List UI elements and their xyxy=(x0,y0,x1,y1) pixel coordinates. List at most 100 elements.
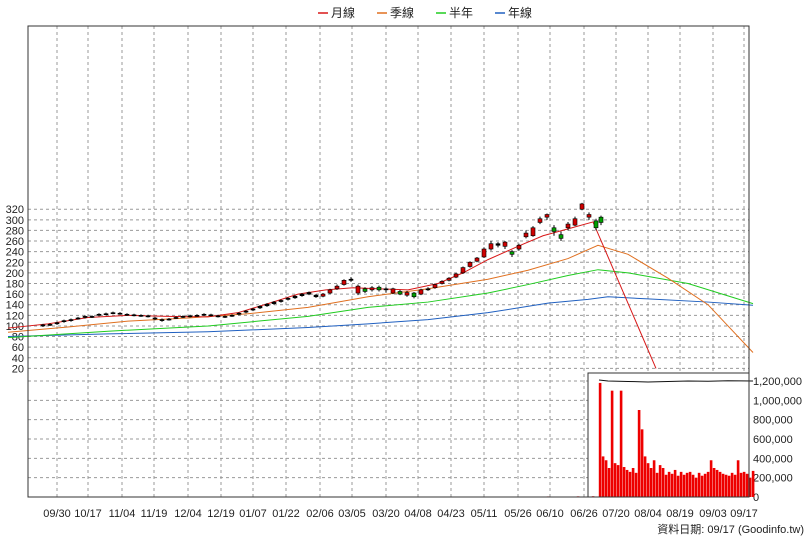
candle xyxy=(313,294,319,298)
candle-body xyxy=(425,288,431,291)
candle xyxy=(180,315,186,318)
candle-body xyxy=(299,293,305,296)
x-axis: 09/30 10/17 11/04 11/19 12/04 12/19 01/07 01/22… xyxy=(43,508,758,520)
volume-axis: 0 200,000 400,000 600,000 800,000 1,000,000 1,… xyxy=(753,376,802,504)
volume-bars xyxy=(36,372,755,498)
candle-body xyxy=(306,292,312,295)
candle-body xyxy=(103,313,109,316)
volume-bar xyxy=(628,471,632,497)
candle-body xyxy=(481,248,487,258)
candle xyxy=(166,317,172,321)
volume-tick-label: 400,000 xyxy=(753,453,793,465)
candle xyxy=(537,216,543,225)
candle-body xyxy=(124,313,130,316)
x-tick-label: 06/26 xyxy=(570,508,598,520)
candle-body xyxy=(467,261,473,267)
volume-tick-label: 1,200,000 xyxy=(753,376,802,388)
candle xyxy=(201,313,207,316)
candle xyxy=(250,307,256,312)
x-tick-label: 04/23 xyxy=(437,508,465,520)
candle-body xyxy=(68,319,74,321)
candle-body xyxy=(523,232,529,238)
candle xyxy=(194,314,200,317)
candle-body xyxy=(257,306,263,309)
candle xyxy=(404,290,410,297)
x-tick-label: 04/08 xyxy=(404,508,432,520)
candle xyxy=(215,314,221,318)
x-tick-label: 12/04 xyxy=(174,508,202,520)
source-label: 資料日期: 09/17 (Goodinfo.tw) xyxy=(657,522,804,536)
candle xyxy=(579,202,585,211)
candle-body xyxy=(376,286,382,291)
candle-body xyxy=(236,312,242,315)
x-tick-label: 12/19 xyxy=(207,508,235,520)
volume-bar xyxy=(700,475,704,497)
volume-bar xyxy=(667,471,671,497)
candle-body xyxy=(502,241,508,247)
volume-bar xyxy=(607,468,611,497)
candle xyxy=(369,286,375,292)
candle xyxy=(187,314,193,318)
price-tick-label: 260 xyxy=(6,236,24,248)
candle-body xyxy=(229,315,235,317)
candle-body xyxy=(439,281,445,284)
candle-body xyxy=(194,315,200,317)
price-tick-label: 300 xyxy=(6,215,24,227)
candle xyxy=(348,277,354,282)
volume-bar xyxy=(748,477,752,497)
candle-body xyxy=(89,316,95,318)
candle xyxy=(551,225,557,236)
candle xyxy=(432,283,438,289)
volume-bar xyxy=(688,471,692,497)
volume-tick-label: 0 xyxy=(753,492,759,504)
volume-bar xyxy=(694,477,698,497)
volume-bar xyxy=(724,474,728,497)
candle xyxy=(572,216,578,227)
candle-body xyxy=(285,298,291,300)
volume-tick-label: 600,000 xyxy=(753,434,793,446)
candle xyxy=(222,315,228,318)
candle-body xyxy=(166,318,172,321)
candle-body xyxy=(327,289,333,294)
candle xyxy=(299,293,305,297)
volume-bar xyxy=(706,471,710,497)
candle xyxy=(495,242,501,248)
x-tick-label: 11/04 xyxy=(109,508,136,520)
candle xyxy=(138,314,144,317)
moving-average-lines xyxy=(7,221,754,369)
candle-body xyxy=(54,322,60,325)
x-tick-label: 07/20 xyxy=(602,508,630,520)
candle-body xyxy=(180,316,186,318)
price-tick-label: 80 xyxy=(12,332,24,344)
x-tick-label: 05/26 xyxy=(504,508,532,520)
volume-bar xyxy=(625,469,629,497)
candle xyxy=(334,284,340,290)
candle xyxy=(439,280,445,285)
price-tick-label: 240 xyxy=(6,247,24,259)
candle-body xyxy=(278,300,284,302)
candle-body xyxy=(453,273,459,278)
candle xyxy=(145,314,151,318)
candle xyxy=(159,318,165,322)
candle-body xyxy=(208,314,214,317)
candle-body xyxy=(159,319,165,321)
candle xyxy=(516,243,522,251)
price-tick-label: 280 xyxy=(6,225,24,237)
price-tick-label: 200 xyxy=(6,268,24,280)
candle xyxy=(152,316,158,321)
x-tick-label: 11/19 xyxy=(141,508,168,520)
legend-item: 季線 xyxy=(377,5,414,20)
candle xyxy=(488,241,494,251)
ma-season-line xyxy=(7,244,754,353)
volume-bar xyxy=(682,474,686,497)
volume-bar xyxy=(670,473,674,497)
candle xyxy=(523,230,529,239)
candle xyxy=(362,287,368,294)
candle-body xyxy=(558,234,564,239)
legend-label: 月線 xyxy=(331,5,355,20)
candle-body xyxy=(138,315,144,317)
candle-body xyxy=(565,223,571,229)
candle xyxy=(390,287,396,295)
candle-body xyxy=(110,312,116,314)
